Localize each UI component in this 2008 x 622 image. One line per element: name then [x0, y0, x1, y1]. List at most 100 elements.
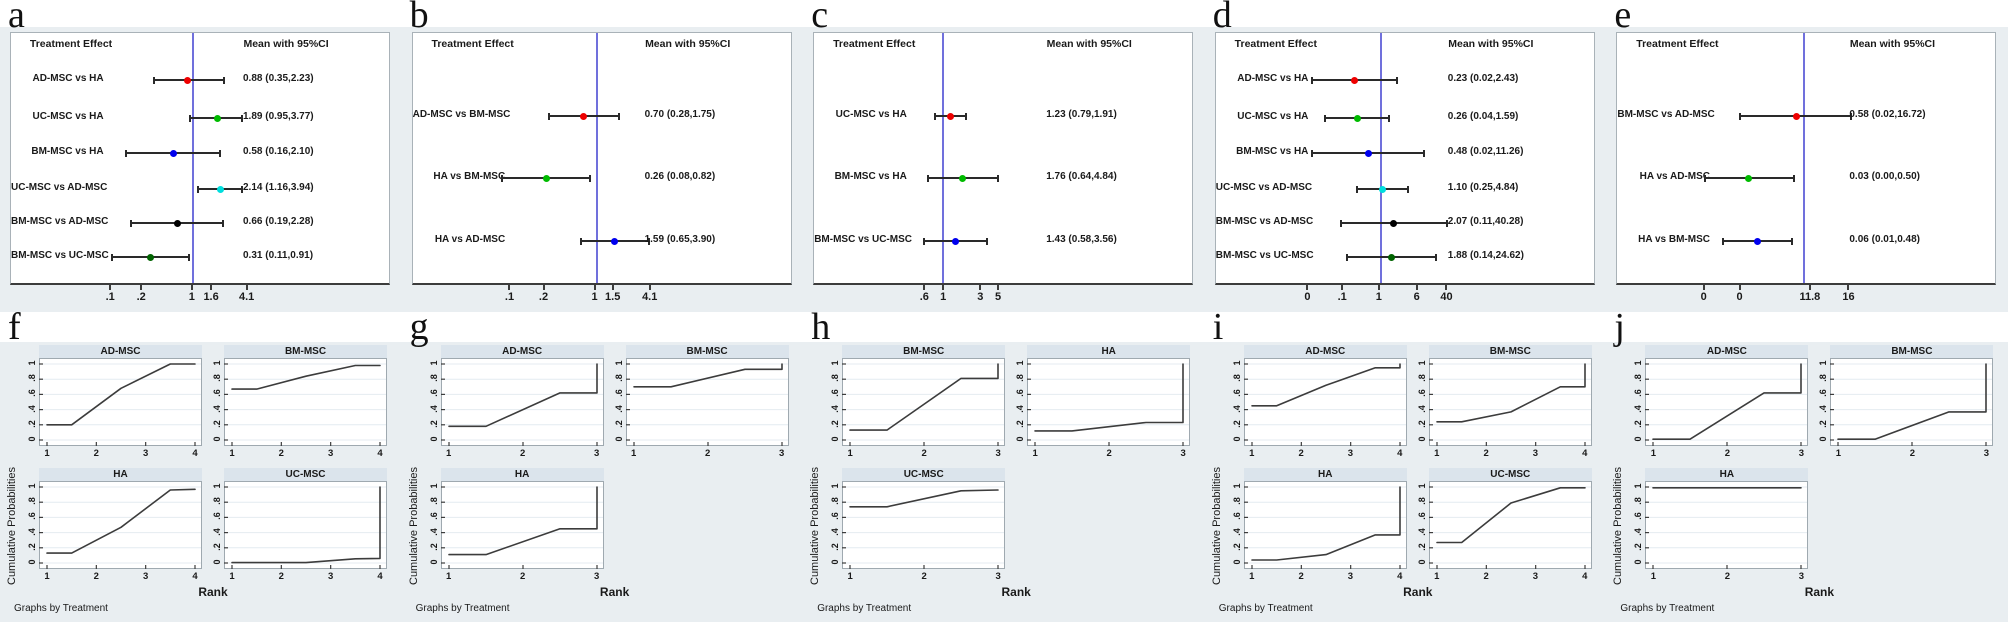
x-tick-label: 1 [445, 448, 452, 459]
cumulative-probability-curve [1435, 487, 1586, 544]
subplot-title: AD-MSC [1243, 345, 1407, 358]
y-axis-label: Cumulative Probabilities [1210, 467, 1223, 585]
x-axis-tick [1738, 285, 1741, 290]
x-tick-label: 3 [143, 571, 149, 582]
mean-marker [1792, 112, 1800, 120]
x-axis-title: Rank [1001, 585, 1031, 599]
ci-cap-low [1311, 77, 1314, 84]
rank-subplot: HA 0.2.4.6.8 1 1 2 3 [427, 468, 604, 587]
ci-cap-low [580, 238, 583, 245]
x-axis-tick [923, 285, 926, 290]
x-tick-label: 3 [593, 448, 600, 459]
x-tick-label: 1 [229, 448, 235, 459]
mean-marker [213, 114, 221, 122]
x-axis-tick [593, 285, 596, 290]
subplot-title: UC-MSC [1428, 468, 1592, 481]
y-tick-label: 1 [830, 483, 841, 489]
comparison-label: BM-MSC vs AD-MSC [1617, 109, 1715, 120]
rank-subplot: AD-MSC 0.2.4.6.8 1 1 2 3 [427, 345, 604, 464]
ci-cap-low [933, 113, 936, 120]
ci-cap-high [1387, 115, 1390, 122]
x-tick-label: 4 [377, 571, 383, 582]
ci-cap-high [986, 238, 989, 245]
y-axis-label: Cumulative Probabilities [1612, 467, 1625, 585]
rank-subplot: BM-MSC 0.2.4.6.8 1 1 2 3 4 [1415, 345, 1592, 464]
forest-section: a Treatment Effect Mean with 95%CI AD-MSC v… [0, 0, 2008, 303]
comparison-label: AD-MSC vs HA [32, 73, 104, 84]
rank-subplot: UC-MSC 0.2.4.6.8 1 1 2 3 4 [1415, 468, 1592, 587]
mean-ci-value: 0.03 (0.00,0.50) [1849, 171, 1920, 182]
subplot-plot-area [440, 481, 604, 569]
x-tick-label: 3 [778, 448, 785, 459]
x-tick-label: 3 [1798, 448, 1805, 459]
x-axis-tick-label: 1 [188, 291, 195, 303]
rank-panel-f: f Cumulative Probabilities AD-MSC 0.2.4.6.8… [0, 308, 402, 622]
x-tick-label: 3 [143, 448, 149, 459]
mean-ci-value: 1.43 (0.58,3.56) [1046, 234, 1117, 245]
panel-letter: c [811, 0, 829, 36]
mean-marker [543, 174, 551, 182]
mean-marker [1354, 114, 1362, 122]
x-axis-tick-label: 4.1 [238, 291, 255, 303]
rank-subplot: HA 0.2.4.6.8 1 1 2 3 4 [25, 468, 202, 587]
ci-cap-high [1407, 186, 1410, 193]
mean-ci-value: 1.23 (0.79,1.91) [1046, 109, 1117, 120]
mean-ci-value: 1.59 (0.65,3.90) [644, 234, 716, 245]
y-tick-label: 1 [428, 360, 439, 366]
ci-cap-high [222, 77, 225, 84]
y-tick-label: 1 [613, 360, 624, 366]
comparison-label: BM-MSC vs UC-MSC [1215, 250, 1314, 261]
ci-cap-low [189, 115, 192, 122]
column-header-treatment-effect: Treatment Effect [1636, 38, 1719, 50]
comparison-label: BM-MSC vs UC-MSC [814, 234, 912, 245]
x-axis-tick [1445, 285, 1448, 290]
mean-ci-value: 0.66 (0.19,2.28) [243, 216, 314, 227]
subplot-plot-area [39, 358, 202, 446]
mean-marker [1389, 219, 1397, 227]
x-axis-tick-label: .1 [105, 291, 115, 303]
x-axis-tick [1415, 285, 1418, 290]
x-tick-label: 4 [1397, 448, 1403, 459]
x-axis-title: Rank [1403, 585, 1433, 599]
mean-marker [146, 253, 154, 261]
column-header-mean-ci: Mean with 95%CI [1849, 38, 1936, 50]
x-axis-tick-label: .6 [919, 291, 929, 303]
column-header-mean-ci: Mean with 95%CI [645, 38, 731, 50]
comparison-label: BM-MSC vs UC-MSC [11, 250, 109, 261]
subplot-plot-area [1243, 481, 1407, 569]
x-axis-tick-label: .2 [538, 291, 549, 303]
mean-ci-value: 1.89 (0.95,3.77) [243, 111, 314, 122]
x-axis-tick [979, 285, 982, 290]
rank-subplot: AD-MSC 0.2.4.6.8 1 1 2 3 4 [25, 345, 202, 464]
rank-subplot: BM-MSC 0.2.4.6.8 1 1 2 3 [1816, 345, 1994, 464]
ci-cap-low [1703, 175, 1706, 182]
subplot-title: HA [440, 468, 604, 481]
mean-ci-value: 2.14 (1.16,3.94) [243, 182, 314, 193]
x-tick-label: 1 [1434, 571, 1440, 582]
ci-cap-low [1345, 254, 1348, 261]
ci-cap-high [1422, 150, 1425, 157]
y-tick-label: 1 [1416, 360, 1427, 366]
comparison-label: AD-MSC vs BM-MSC [412, 109, 511, 120]
x-tick-label: 4 [192, 448, 198, 459]
x-axis-title: Rank [198, 585, 228, 599]
comparison-label: HA vs AD-MSC [434, 234, 506, 245]
mean-ci-value: 2.07 (0.11,40.28) [1447, 216, 1524, 227]
x-tick-label: 2 [1909, 448, 1916, 459]
x-tick-label: 2 [1724, 571, 1731, 582]
ci-cap-high [588, 175, 591, 182]
forest-plot-box: Treatment Effect Mean with 95%CI AD-MSC vs… [1214, 32, 1595, 285]
letter-band: f [0, 308, 402, 346]
comparison-label: BM-MSC vs AD-MSC [1215, 216, 1314, 227]
x-axis-tick [109, 285, 112, 290]
x-tick-label: 2 [278, 448, 284, 459]
x-axis-tick [210, 285, 213, 290]
subplot-title: AD-MSC [39, 345, 202, 358]
x-tick-label: 3 [995, 571, 1001, 582]
y-tick-label: 1 [212, 360, 222, 366]
mean-marker [1745, 174, 1753, 182]
forest-plot-box: Treatment Effect Mean with 95%CI BM-MSC vs… [1616, 32, 1997, 285]
cumulative-probability-curve [849, 489, 999, 508]
y-tick-label: 1 [428, 483, 439, 489]
